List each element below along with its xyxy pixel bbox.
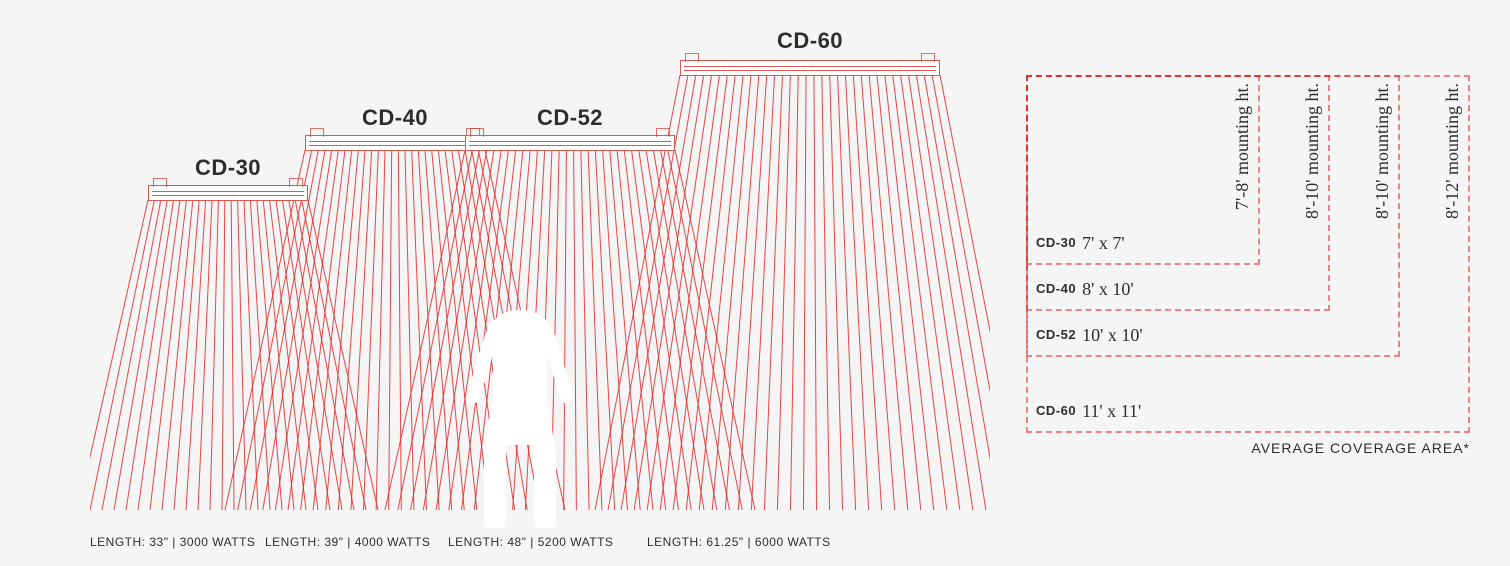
heat-ray: [595, 150, 614, 510]
coverage-panel: CD-307' x 7'7'-8' mounting ht.CD-408' x …: [1026, 75, 1470, 433]
heat-ray: [738, 75, 766, 510]
heat-ray: [412, 150, 427, 510]
heat-ray: [877, 75, 921, 510]
heat-ray: [845, 75, 868, 510]
heat-ray: [222, 200, 225, 510]
model-title-cd40: CD-40: [362, 105, 428, 131]
heat-ray: [803, 75, 806, 510]
coverage-box-cd60: [1026, 75, 1470, 433]
heater-bar-cd30: [148, 185, 308, 201]
spec-cd30: LENGTH: 33" | 3000 WATTS: [90, 535, 255, 549]
heat-ray: [790, 75, 798, 510]
heat-ray: [610, 150, 640, 510]
heat-ray: [210, 200, 218, 510]
heat-ray: [238, 150, 312, 510]
heat-ray: [398, 150, 401, 510]
model-title-cd30: CD-30: [195, 155, 261, 181]
heat-ray: [385, 150, 465, 510]
spec-cd40: LENGTH: 39" | 4000 WATTS: [265, 535, 430, 549]
heat-ray: [581, 150, 589, 510]
heat-ray: [102, 200, 161, 510]
heat-ray: [751, 75, 774, 510]
heaters-diagram: CD-30 CD-40 CD-52 CD-60: [90, 10, 990, 530]
heat-ray: [673, 75, 727, 510]
heat-ray: [364, 150, 379, 510]
heat-ray: [244, 200, 258, 510]
page-root: CD-30 CD-40 CD-52 CD-60 LENGTH: 33" | 3000 …: [0, 0, 1510, 566]
heat-ray: [617, 150, 653, 510]
heat-ray: [814, 75, 817, 510]
spec-cd52: LENGTH: 48" | 5200 WATTS: [448, 535, 613, 549]
heat-ray: [263, 150, 325, 510]
heat-ray: [675, 150, 755, 510]
spec-cd60: LENGTH: 61.25" | 6000 WATTS: [647, 535, 831, 549]
heat-ray: [198, 200, 212, 510]
model-title-cd52: CD-52: [537, 105, 603, 131]
heat-ray: [924, 75, 990, 510]
heat-ray: [231, 200, 234, 510]
person-silhouette: [460, 270, 580, 530]
heat-ray: [869, 75, 908, 510]
heat-ray: [238, 200, 246, 510]
heat-ray: [712, 75, 751, 510]
model-title-cd60: CD-60: [777, 28, 843, 54]
heat-ray: [603, 150, 628, 510]
spec-row: LENGTH: 33" | 3000 WATTS LENGTH: 39" | 40…: [90, 535, 990, 565]
coverage-label-model-cd60: CD-60: [1036, 403, 1076, 418]
heater-bar-cd40: [305, 135, 485, 151]
heat-ray: [376, 150, 385, 510]
heat-ray: [893, 75, 947, 510]
heater-bar-cd52: [465, 135, 675, 151]
heat-ray: [389, 150, 392, 510]
heat-ray: [150, 200, 186, 510]
mounting-label-cd60: 8'-12' mounting ht.: [1442, 83, 1463, 219]
heat-ray: [940, 75, 990, 510]
heat-ray: [225, 150, 305, 510]
coverage-label-dims-cd60: 11' x 11': [1082, 401, 1141, 421]
heat-ray: [908, 75, 972, 510]
heater-bar-cd60: [680, 60, 940, 76]
heat-ray: [853, 75, 881, 510]
heat-ray: [90, 200, 148, 510]
coverage-title: AVERAGE COVERAGE AREA*: [1251, 440, 1470, 456]
heat-ray: [588, 150, 602, 510]
heat-ray: [725, 75, 758, 510]
heat-ray: [699, 75, 743, 510]
coverage-label-cd60: CD-60 11' x 11': [1036, 401, 1141, 423]
heat-ray: [822, 75, 830, 510]
heat-ray: [405, 150, 414, 510]
heat-ray: [861, 75, 894, 510]
